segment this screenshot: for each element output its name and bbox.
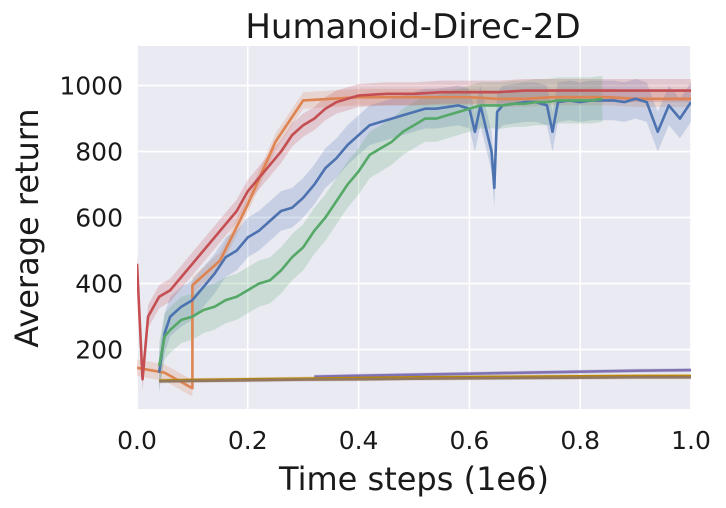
x-tick-label: 1.0 bbox=[671, 426, 711, 455]
x-tick-label: 0.4 bbox=[339, 426, 379, 455]
y-axis-label: Average return bbox=[8, 108, 46, 347]
x-tick-label: 0.8 bbox=[560, 426, 600, 455]
x-tick-labels: 0.0 0.2 0.4 0.6 0.8 1.0 bbox=[117, 426, 711, 455]
x-tick-label: 0.0 bbox=[117, 426, 157, 455]
y-tick-labels: 200 400 600 800 1000 bbox=[59, 72, 123, 365]
series-line-3 bbox=[157, 97, 603, 367]
plot-area bbox=[137, 46, 691, 409]
series-line-4 bbox=[137, 89, 691, 381]
x-tick-label: 0.6 bbox=[450, 426, 490, 455]
chart-title: Humanoid-Direc-2D bbox=[245, 7, 580, 47]
x-axis-label: Time steps (1e6) bbox=[278, 460, 549, 498]
series-line-5 bbox=[314, 368, 691, 378]
y-tick-label: 400 bbox=[75, 270, 123, 299]
series-line-7 bbox=[159, 376, 691, 383]
x-tick-label: 0.2 bbox=[228, 426, 268, 455]
y-tick-label: 1000 bbox=[59, 72, 123, 101]
series-lines bbox=[137, 89, 691, 390]
series-band-2 bbox=[159, 79, 691, 393]
series-line-1 bbox=[137, 95, 691, 390]
gridlines bbox=[136, 46, 692, 409]
y-tick-label: 800 bbox=[75, 138, 123, 167]
y-tick-label: 600 bbox=[75, 204, 123, 233]
y-tick-label: 200 bbox=[75, 336, 123, 365]
